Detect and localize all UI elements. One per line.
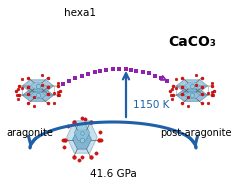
Text: hexa1: hexa1 [64, 8, 96, 18]
Text: post-aragonite: post-aragonite [160, 128, 232, 138]
Text: CaCO₃: CaCO₃ [168, 35, 216, 49]
Polygon shape [30, 83, 46, 89]
Polygon shape [67, 121, 97, 153]
Polygon shape [30, 92, 46, 98]
Polygon shape [22, 89, 54, 101]
Polygon shape [74, 125, 90, 141]
Polygon shape [176, 89, 208, 101]
Text: aragonite: aragonite [7, 128, 53, 138]
Polygon shape [184, 83, 200, 89]
Polygon shape [22, 80, 54, 92]
Polygon shape [73, 130, 91, 149]
Text: 1150 K: 1150 K [133, 100, 169, 110]
Text: 41.6 GPa: 41.6 GPa [90, 169, 136, 179]
Polygon shape [176, 80, 208, 92]
Polygon shape [184, 92, 200, 98]
